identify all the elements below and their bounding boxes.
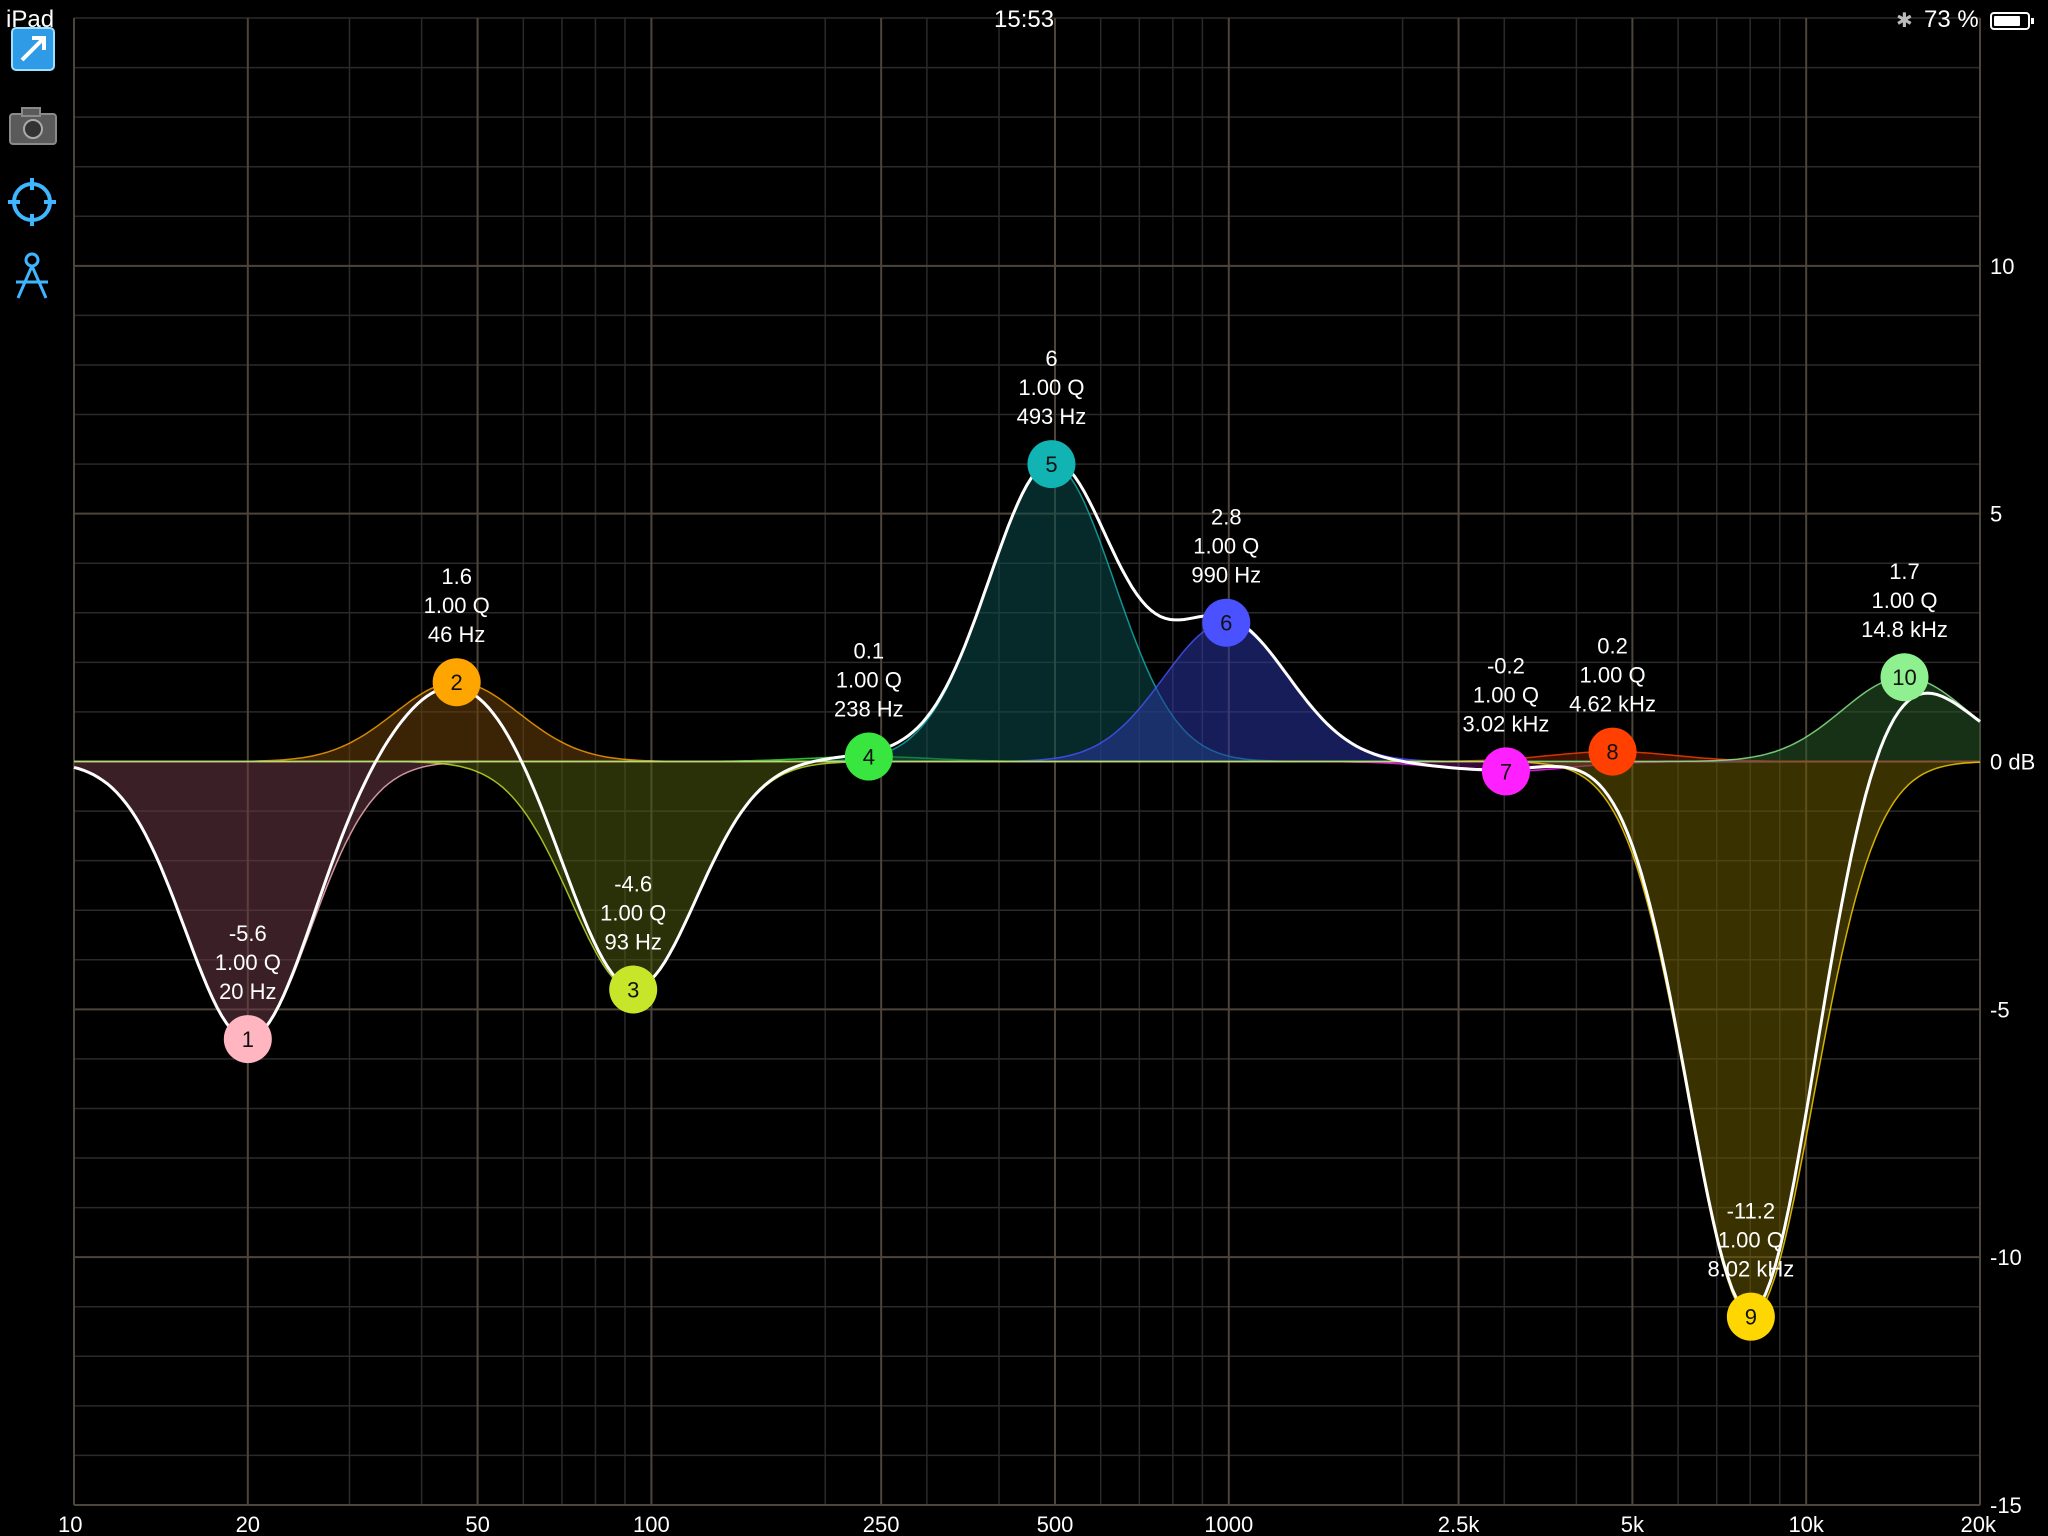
band-10-freq-label: 14.8 kHz bbox=[1861, 617, 1948, 642]
band-3-fill bbox=[74, 761, 1980, 990]
band-8-dot[interactable] bbox=[1588, 727, 1637, 776]
band-6-gain-label: 2.8 bbox=[1211, 505, 1242, 530]
y-tick-label: 10 bbox=[1990, 254, 2014, 279]
band-3-freq-label: 93 Hz bbox=[604, 930, 661, 955]
band-5-q-label: 1.00 Q bbox=[1018, 375, 1084, 400]
x-tick-label: 10 bbox=[58, 1512, 82, 1536]
band-2-fill bbox=[74, 682, 1980, 762]
band-9-freq-label: 8.02 kHz bbox=[1707, 1257, 1794, 1282]
band-handle-2[interactable]: 2 1.6 1.00 Q 46 Hz bbox=[424, 564, 490, 707]
expand-icon[interactable] bbox=[4, 22, 60, 78]
band-5-freq-label: 493 Hz bbox=[1017, 404, 1087, 429]
band-6-dot[interactable] bbox=[1202, 598, 1251, 647]
band-2-freq-label: 46 Hz bbox=[428, 622, 485, 647]
band-7-freq-label: 3.02 kHz bbox=[1463, 711, 1550, 736]
band-10-gain-label: 1.7 bbox=[1889, 559, 1920, 584]
band-9-fill bbox=[74, 761, 1980, 1317]
x-tick-label: 5k bbox=[1621, 1512, 1645, 1536]
x-tick-label: 20k bbox=[1961, 1512, 1997, 1536]
status-bar: iPad 15:53 ✱ 73 % bbox=[0, 0, 2048, 40]
band-9-dot[interactable] bbox=[1726, 1292, 1775, 1341]
band-5-dot[interactable] bbox=[1027, 440, 1076, 489]
band-1-q-label: 1.00 Q bbox=[215, 950, 281, 975]
band-handle-10[interactable]: 10 1.7 1.00 Q 14.8 kHz bbox=[1861, 559, 1948, 702]
band-8-number: 8 bbox=[1606, 740, 1618, 765]
band-1-dot[interactable] bbox=[223, 1015, 272, 1064]
band-7-gain-label: -0.2 bbox=[1487, 653, 1525, 678]
band-handle-9[interactable]: 9 -11.2 1.00 Q 8.02 kHz bbox=[1707, 1199, 1794, 1341]
band-7-number: 7 bbox=[1500, 759, 1512, 784]
band-10-dot[interactable] bbox=[1880, 653, 1929, 702]
x-tick-label: 250 bbox=[863, 1512, 900, 1536]
band-10-number: 10 bbox=[1892, 665, 1916, 690]
band-5-fill bbox=[74, 464, 1980, 762]
band-2-q-label: 1.00 Q bbox=[424, 593, 490, 618]
x-tick-label: 1000 bbox=[1204, 1512, 1253, 1536]
y-tick-label: -15 bbox=[1990, 1493, 2022, 1518]
band-1-freq-label: 20 Hz bbox=[219, 979, 276, 1004]
band-3-number: 3 bbox=[627, 978, 639, 1003]
band-6-q-label: 1.00 Q bbox=[1193, 534, 1259, 559]
band-handle-8[interactable]: 8 0.2 1.00 Q 4.62 kHz bbox=[1569, 634, 1656, 776]
x-tick-label: 100 bbox=[633, 1512, 670, 1536]
clock: 15:53 bbox=[994, 6, 1055, 33]
battery-percent: 73 % bbox=[1924, 6, 1979, 33]
band-9-number: 9 bbox=[1745, 1305, 1757, 1330]
band-6-number: 6 bbox=[1220, 611, 1232, 636]
band-5-gain-label: 6 bbox=[1045, 346, 1057, 371]
band-7-q-label: 1.00 Q bbox=[1473, 682, 1539, 707]
band-handle-1[interactable]: 1 -5.6 1.00 Q 20 Hz bbox=[215, 921, 281, 1064]
band-5-number: 5 bbox=[1045, 452, 1057, 477]
band-7-dot[interactable] bbox=[1481, 747, 1530, 796]
y-tick-label: -10 bbox=[1990, 1245, 2022, 1270]
band-8-freq-label: 4.62 kHz bbox=[1569, 692, 1656, 717]
band-10-fill bbox=[74, 677, 1980, 762]
band-1-gain-label: -5.6 bbox=[229, 921, 267, 946]
band-2-number: 2 bbox=[451, 670, 463, 695]
y-tick-label: 0 dB bbox=[1990, 750, 2035, 775]
band-10-curve bbox=[74, 676, 1981, 763]
band-10-q-label: 1.00 Q bbox=[1871, 588, 1937, 613]
band-8-q-label: 1.00 Q bbox=[1580, 663, 1646, 688]
band-4-q-label: 1.00 Q bbox=[836, 668, 902, 693]
crosshair-icon[interactable] bbox=[4, 174, 60, 230]
band-4-number: 4 bbox=[863, 745, 875, 770]
x-tick-label: 10k bbox=[1788, 1512, 1824, 1536]
band-handle-3[interactable]: 3 -4.6 1.00 Q 93 Hz bbox=[600, 872, 666, 1014]
band-3-q-label: 1.00 Q bbox=[600, 901, 666, 926]
tool-sidebar bbox=[0, 20, 66, 320]
y-tick-label: 5 bbox=[1990, 502, 2002, 527]
band-4-dot[interactable] bbox=[844, 732, 893, 781]
camera-icon[interactable] bbox=[4, 98, 60, 154]
band-2-gain-label: 1.6 bbox=[441, 564, 472, 589]
band-1-number: 1 bbox=[242, 1027, 254, 1052]
band-3-gain-label: -4.6 bbox=[614, 872, 652, 897]
bluetooth-icon: ✱ bbox=[1896, 10, 1913, 32]
band-handle-6[interactable]: 6 2.8 1.00 Q 990 Hz bbox=[1191, 505, 1261, 647]
x-tick-label: 20 bbox=[236, 1512, 260, 1536]
band-4-freq-label: 238 Hz bbox=[834, 697, 904, 722]
band-handles: 1 -5.6 1.00 Q 20 Hz 2 1.6 1.00 Q 46 Hz 3 -4.6 1.00… bbox=[215, 346, 1948, 1341]
band-handle-7[interactable]: 7 -0.2 1.00 Q 3.02 kHz bbox=[1463, 653, 1550, 796]
band-9-q-label: 1.00 Q bbox=[1718, 1228, 1784, 1253]
band-3-dot[interactable] bbox=[609, 965, 658, 1014]
battery-icon bbox=[1990, 12, 2034, 30]
band-6-freq-label: 990 Hz bbox=[1191, 563, 1261, 588]
x-tick-label: 500 bbox=[1037, 1512, 1074, 1536]
x-tick-label: 50 bbox=[465, 1512, 489, 1536]
band-1-fill bbox=[74, 761, 1980, 1039]
band-handle-4[interactable]: 4 0.1 1.00 Q 238 Hz bbox=[834, 639, 904, 781]
band-handle-5[interactable]: 5 6 1.00 Q 493 Hz bbox=[1017, 346, 1087, 489]
band-8-gain-label: 0.2 bbox=[1597, 634, 1628, 659]
band-2-dot[interactable] bbox=[432, 658, 481, 707]
compass-tool-icon[interactable] bbox=[4, 248, 60, 304]
sum-response-curve bbox=[73, 459, 1981, 1314]
y-tick-label: -5 bbox=[1990, 997, 2010, 1022]
band-9-gain-label: -11.2 bbox=[1727, 1199, 1776, 1224]
band-4-gain-label: 0.1 bbox=[854, 639, 885, 664]
x-tick-label: 2.5k bbox=[1438, 1512, 1481, 1536]
